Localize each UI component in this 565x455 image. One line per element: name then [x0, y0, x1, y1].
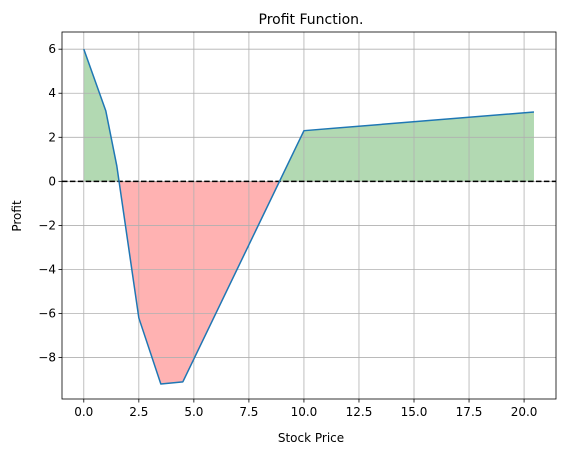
y-tick-label: −2 [38, 218, 56, 232]
y-tick-label: 2 [48, 130, 56, 144]
x-tick-label: 2.5 [129, 405, 148, 419]
x-tick-label: 12.5 [346, 405, 373, 419]
y-axis-ticks: 6 4 2 0 −2 −4 −6 −8 [38, 42, 62, 365]
x-tick-label: 0.0 [74, 405, 93, 419]
x-tick-label: 5.0 [184, 405, 203, 419]
profit-line [83, 48, 535, 385]
y-axis-label: Profit [10, 200, 24, 232]
chart-title: Profit Function. [259, 12, 364, 28]
x-axis-ticks: 0.0 2.5 5.0 7.5 10.0 12.5 15.0 17.5 20.0 [74, 399, 537, 419]
x-tick-label: 10.0 [291, 405, 318, 419]
x-axis-label: Stock Price [278, 431, 344, 445]
y-tick-label: 4 [48, 86, 56, 100]
x-tick-label: 7.5 [239, 405, 258, 419]
negative-profit-fill [119, 181, 280, 385]
positive-profit-fill [83, 49, 534, 182]
x-tick-label: 17.5 [456, 405, 483, 419]
plot-border [61, 31, 557, 400]
x-tick-label: 20.0 [511, 405, 538, 419]
series-group [83, 48, 535, 385]
x-tick-label: 15.0 [401, 405, 428, 419]
y-tick-label: −6 [38, 307, 56, 321]
profit-fill-areas [83, 49, 534, 385]
y-tick-label: −8 [38, 351, 56, 365]
y-tick-label: 6 [48, 42, 56, 56]
plot-frame [61, 31, 557, 400]
y-tick-label: −4 [38, 262, 56, 276]
y-tick-label: 0 [48, 174, 56, 188]
